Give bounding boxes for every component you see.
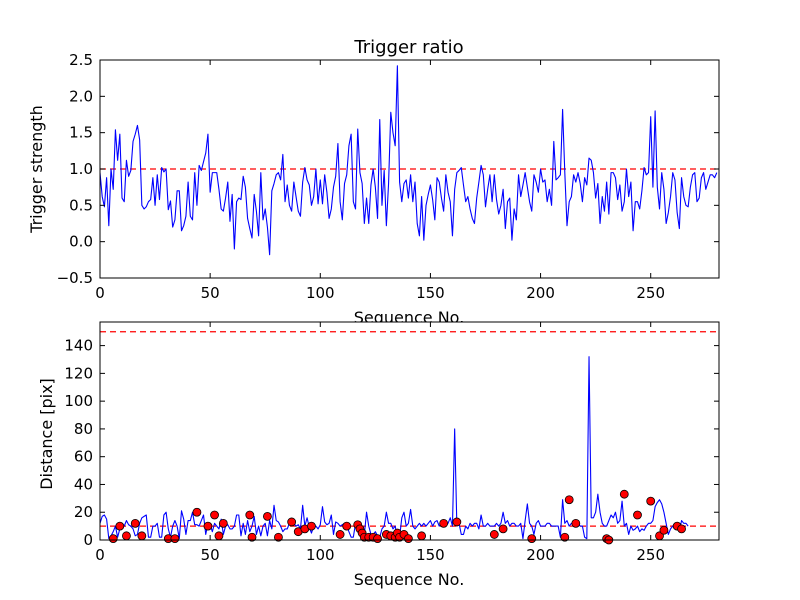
bottom-chart-xtick-label: 0 bbox=[95, 546, 105, 564]
bottom-chart-ylabel: Distance [pix] bbox=[37, 378, 56, 490]
bottom-chart-marker-point bbox=[403, 534, 413, 544]
top-chart-ytick-label: 0.0 bbox=[69, 233, 93, 251]
top-chart-ytick-label: −0.5 bbox=[57, 269, 93, 287]
bottom-chart-series-line bbox=[100, 356, 689, 540]
bottom-chart-marker-point bbox=[218, 518, 228, 528]
bottom-chart-marker-point bbox=[263, 511, 272, 521]
bottom-chart-ytick-label: 60 bbox=[74, 448, 93, 466]
bottom-chart-marker-point bbox=[619, 489, 629, 499]
bottom-chart-background bbox=[100, 322, 719, 540]
top-chart-xtick-label: 250 bbox=[636, 284, 665, 302]
bottom-chart-marker-point bbox=[307, 521, 316, 531]
bottom-chart-marker-point bbox=[335, 530, 345, 539]
bottom-chart-frame bbox=[99, 321, 720, 541]
bottom-chart-marker-point bbox=[245, 510, 255, 520]
bottom-chart-ytick-label: 0 bbox=[83, 531, 93, 549]
bottom-chart-marker-point bbox=[417, 531, 427, 541]
bottom-chart-marker-point bbox=[192, 507, 202, 517]
top-chart-ytick-label: 1.0 bbox=[69, 160, 93, 178]
bottom-chart-plot-area: 0 50 100 150 200 250 0 20 40 60 80 100 120 140 bbox=[64, 321, 720, 564]
top-chart-xtick-label: 150 bbox=[416, 284, 445, 302]
bottom-chart-xtick-label: 250 bbox=[636, 546, 665, 564]
bottom-chart-marker-point bbox=[137, 531, 147, 541]
bottom-chart-marker-point bbox=[203, 521, 213, 531]
top-chart-xtick-label: 0 bbox=[95, 284, 105, 302]
top-chart-xtick-label: 100 bbox=[306, 284, 335, 302]
bottom-chart-marker-point bbox=[108, 534, 118, 544]
bottom-chart-ytick-label: 120 bbox=[64, 364, 93, 382]
bottom-chart-marker-point bbox=[274, 532, 283, 542]
bottom-chart-marker-point bbox=[115, 521, 125, 531]
bottom-chart-ytick-label: 100 bbox=[64, 392, 93, 410]
bottom-chart-xtick-label: 200 bbox=[526, 546, 555, 564]
top-chart-xtick-label: 200 bbox=[526, 284, 555, 302]
bottom-chart-marker-point bbox=[373, 534, 382, 544]
bottom-chart-marker-point bbox=[633, 510, 642, 520]
bottom-chart-xlabel: Sequence No. bbox=[354, 570, 465, 589]
bottom-chart-ytick-label: 80 bbox=[74, 420, 93, 438]
bottom-chart-marker-point bbox=[214, 531, 224, 541]
bottom-chart-marker-point bbox=[287, 517, 297, 527]
top-chart-series-line bbox=[100, 65, 718, 256]
bottom-chart-ytick-label: 20 bbox=[74, 503, 93, 521]
bottom-chart-marker-point bbox=[452, 517, 462, 527]
bottom-chart-xtick-label: 100 bbox=[306, 546, 335, 564]
bottom-chart-marker-point bbox=[439, 518, 449, 528]
bottom-chart-ytick-label: 40 bbox=[74, 475, 93, 493]
top-chart-ytick-label: 1.5 bbox=[69, 124, 93, 142]
top-chart-ytick-label: 2.0 bbox=[69, 87, 93, 105]
bottom-chart-ytick-label: 140 bbox=[64, 337, 93, 355]
bottom-chart-marker-point bbox=[210, 510, 219, 520]
top-chart-ytick-label: 2.5 bbox=[69, 51, 93, 69]
top-chart-title: Trigger ratio bbox=[353, 37, 463, 58]
bottom-chart-marker-point bbox=[170, 534, 180, 544]
bottom-chart-marker-point bbox=[560, 532, 570, 542]
bottom-chart-marker-point bbox=[342, 521, 352, 531]
top-chart-xtick-label: 50 bbox=[201, 284, 220, 302]
top-chart-plot-area: 0 50 100 150 200 250 −0.5 0.0 0.5 1.0 1.5 2.0 2.5 bbox=[57, 51, 720, 302]
bottom-chart-xtick-label: 50 bbox=[201, 546, 220, 564]
bottom-chart-marker-point bbox=[130, 518, 140, 528]
bottom-chart-xtick-label: 150 bbox=[416, 546, 445, 564]
bottom-chart-marker-point bbox=[659, 525, 669, 535]
bottom-chart-marker-point bbox=[122, 531, 131, 541]
top-chart-ylabel: Trigger strength bbox=[27, 105, 46, 234]
bottom-chart-marker-point bbox=[571, 518, 581, 528]
bottom-chart-marker-point bbox=[498, 524, 508, 534]
bottom-chart-marker-point bbox=[247, 532, 257, 542]
bottom-chart-marker-point bbox=[489, 530, 499, 539]
bottom-chart-marker-point bbox=[564, 495, 574, 505]
top-chart-ytick-label: 0.5 bbox=[69, 196, 93, 214]
bottom-chart-marker-point bbox=[646, 496, 656, 506]
bottom-chart-marker-point bbox=[677, 524, 686, 534]
bottom-chart-marker-point bbox=[527, 534, 537, 544]
